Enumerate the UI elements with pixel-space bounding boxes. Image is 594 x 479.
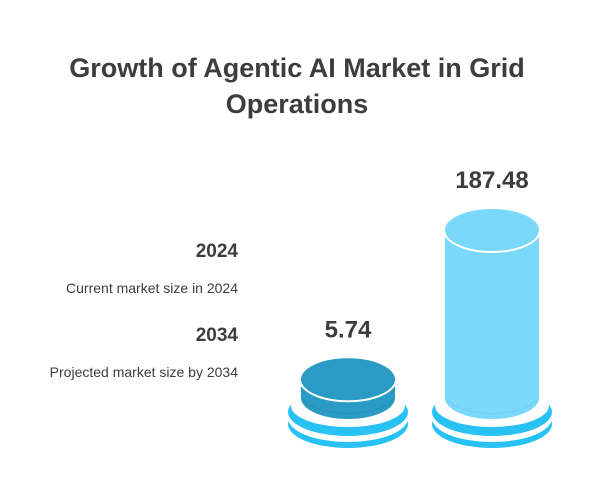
legend-desc-2034: Projected market size by 2034 [49,364,238,380]
legend-desc-2024: Current market size in 2024 [66,280,238,296]
bar-outline-2024 [299,379,397,421]
value-label-2024: 5.74 [325,316,372,343]
chart-title: Growth of Agentic AI Market in Grid Oper… [69,53,525,119]
bar-body-2034 [444,230,540,420]
bar-shade-2024 [300,395,396,414]
value-label-2034: 187.48 [455,167,528,194]
bar-outline-2034 [443,230,541,421]
bar-shade-2034 [444,395,540,414]
bar-top-2034 [443,207,541,253]
bar-top-2024 [299,356,397,403]
legend-year-2034: 2034 [195,325,238,346]
legend-year-2024: 2024 [195,241,238,262]
